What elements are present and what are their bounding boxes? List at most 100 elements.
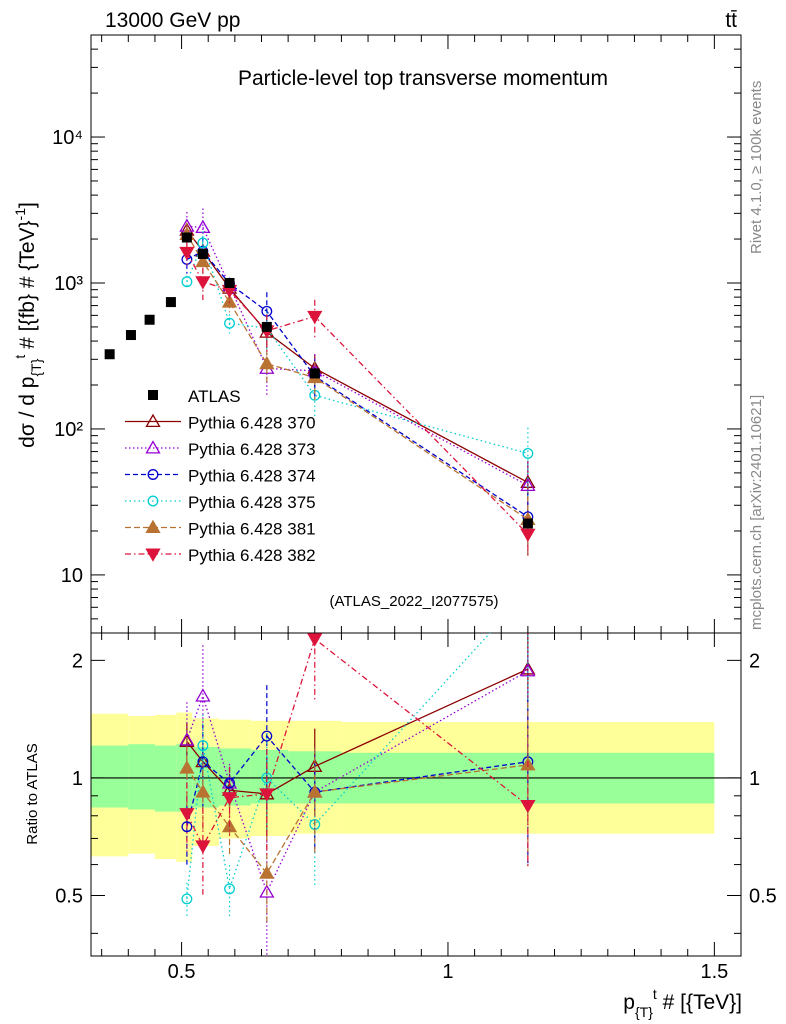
y-tick-label: 10⁴ [52,127,83,149]
ratio-tick-label-right: 2 [749,650,760,672]
data-point [195,253,211,268]
ratio-point [261,730,273,742]
chart-title: Particle-level top transverse momentum [238,67,608,90]
series-line [186,250,529,518]
ratio-point [520,799,536,814]
ratio-panel: 0.5 1 1.5 0.5 0.5 1 1 2 2 [55,587,777,983]
data-point [197,248,208,259]
main-panel: 10 10² 10³ 10⁴ [52,34,742,634]
data-series [104,232,533,529]
data-point [522,518,533,529]
data-point [144,314,155,325]
ratio-point [195,688,211,702]
y-tick-label: 10 [61,565,83,587]
legend-marker [145,519,161,534]
data-point [224,317,235,329]
legend: ATLAS Pythia 6.428 370 Pythia 6.428 373 Pyt… [125,387,316,565]
ratio-point [197,740,209,752]
data-point [195,219,211,234]
data-point [261,321,272,332]
ratio-point [179,732,195,746]
ratio-point [195,784,211,798]
ratio-y-label: Ratio to ATLAS [24,743,41,844]
data-point [179,246,195,261]
legend-marker [147,495,159,507]
ratio-series-line [186,764,528,875]
legend-marker [148,390,158,400]
inner-band-segment [154,745,177,812]
inner-band-segment [128,744,155,810]
ratio-point [259,884,275,898]
ratio-tick-label: 1 [72,768,83,790]
ratio-point [195,840,211,854]
header-left: 13000 GeV pp [105,9,240,32]
legend-label: Pythia 6.428 374 [188,467,316,486]
data-point [522,447,534,459]
x-tick-label: 1 [442,961,453,983]
header-right: tt̄ [725,9,737,32]
legend-label: Pythia 6.428 381 [188,520,316,539]
x-tick-label: 0.5 [168,961,196,983]
series-ratio-4 [179,701,536,923]
legend-label: Pythia 6.428 370 [188,414,316,433]
data-point [259,355,275,370]
ratio-tick-label-right: 0.5 [749,886,777,908]
series-main-5 [179,240,536,557]
ratio-series-line [186,633,491,899]
legend-marker [145,548,161,562]
data-point [181,276,193,288]
inner-band-segment [91,745,129,808]
ratio-point [520,661,536,675]
inner-band-segment [192,747,219,808]
series-line [186,225,529,487]
main-series [104,208,536,558]
data-point [221,294,238,308]
main-frame [90,34,742,634]
ratio-point [520,663,536,677]
ratio-point [179,760,195,774]
series-ratio-2 [181,685,534,865]
data-point [307,310,323,325]
ratio-point [259,788,275,802]
legend-label: Pythia 6.428 375 [188,493,316,512]
x-axis-label: p{T}t # [{TeV}] [623,986,742,1020]
legend-label: Pythia 6.428 373 [188,440,316,459]
data-point [165,297,176,308]
series-line [186,241,529,455]
ratio-point [181,893,193,905]
data-point [309,368,320,379]
x-tick-label: 1.5 [700,961,728,983]
data-point [125,330,136,341]
rivet-label: Rivet 4.1.0, ≥ 100k events [748,81,765,254]
series-ratio-5 [179,633,536,895]
ratio-point [224,883,235,895]
ratio-series [179,587,536,956]
ratio-point [259,865,275,879]
data-point [520,477,536,491]
ratio-point [221,792,238,806]
legend-marker [145,413,161,428]
data-point [195,276,211,290]
data-point [104,349,115,360]
ratio-tick-label: 0.5 [55,886,83,908]
ratio-point [179,808,195,822]
legend-marker [147,469,159,480]
ratio-point [307,633,323,647]
ratio-point [307,784,323,798]
ratio-tick-label: 2 [72,650,83,672]
legend-marker [145,440,161,454]
mcplots-label: mcplots.cern.ch [arXiv:2401.10621] [748,395,765,630]
ratio-point [523,587,533,597]
legend-label: Pythia 6.428 382 [188,546,316,565]
series-line [186,234,529,520]
legend-label: ATLAS [188,387,241,406]
data-point [224,277,235,288]
ratio-series-line [186,735,528,827]
ratio-point [224,777,235,789]
y-axis-label: dσ / d p{T}t # [{fb} # {TeV}-1] [12,202,44,448]
data-point [197,237,209,249]
y-tick-label: 10³ [54,273,83,295]
ratio-frame [90,632,742,957]
data-point [181,232,192,243]
